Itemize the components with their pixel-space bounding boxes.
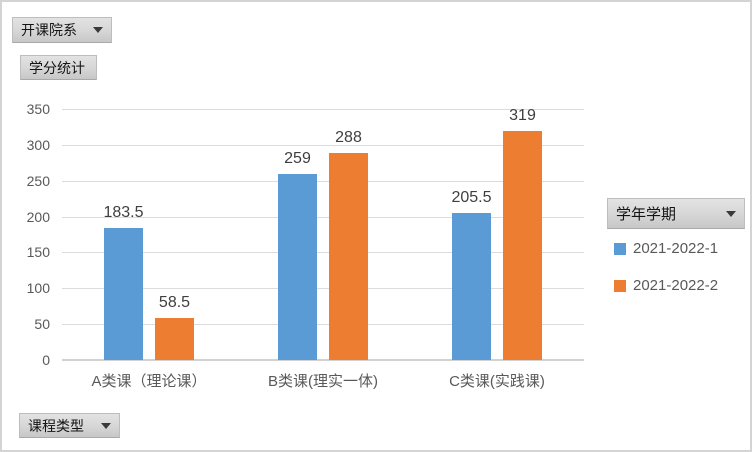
dropdown-arrow-icon <box>93 27 103 33</box>
bar-2021-2022-2[interactable] <box>503 131 542 360</box>
field-button-semester[interactable]: 学年学期 <box>607 198 745 229</box>
gridline <box>62 216 584 218</box>
x-axis-category-label: A类课（理论课） <box>91 373 207 390</box>
y-axis-tick-label: 50 <box>34 316 50 333</box>
bar-2021-2022-1[interactable] <box>104 228 143 360</box>
data-label: 288 <box>335 129 362 147</box>
bar-2021-2022-1[interactable] <box>278 174 317 360</box>
x-axis-category-label: B类课(理实一体) <box>268 373 378 390</box>
y-axis-tick-label: 150 <box>26 244 50 261</box>
bar-2021-2022-2[interactable] <box>155 318 194 360</box>
y-axis-tick-label: 300 <box>26 136 50 153</box>
data-label: 259 <box>284 150 311 168</box>
legend-item-2021-2022-2[interactable]: 2021-2022-2 <box>614 277 718 294</box>
y-axis-tick-label: 250 <box>26 172 50 189</box>
y-axis-tick-label: 200 <box>26 208 50 225</box>
field-button-course-type-label: 课程类型 <box>28 417 84 434</box>
field-button-department-label: 开课院系 <box>21 22 77 38</box>
legend-label: 2021-2022-2 <box>633 277 719 294</box>
field-button-semester-label: 学年学期 <box>616 206 677 223</box>
legend-label: 2021-2022-1 <box>633 240 719 257</box>
data-label: 183.5 <box>103 204 144 222</box>
data-label: 58.5 <box>158 294 191 312</box>
bar-2021-2022-2[interactable] <box>329 153 368 360</box>
bar-2021-2022-1[interactable] <box>452 212 491 360</box>
x-axis-category-label: C类课(实践课) <box>449 373 545 390</box>
y-axis-tick-label: 100 <box>26 280 50 297</box>
data-label: 205.5 <box>451 188 492 206</box>
field-button-values-label: 学分统计 <box>29 59 85 76</box>
gridline <box>62 324 584 326</box>
y-axis-tick-label: 350 <box>26 101 50 117</box>
data-label: 319 <box>509 107 536 125</box>
field-button-department[interactable]: 开课院系 <box>12 17 112 43</box>
gridline <box>62 109 584 110</box>
field-button-course-type[interactable]: 课程类型 <box>19 413 120 438</box>
legend-item-2021-2022-1[interactable]: 2021-2022-1 <box>614 240 718 257</box>
gridline <box>62 288 584 290</box>
gridline <box>62 144 584 146</box>
gridline <box>62 180 584 182</box>
field-button-values[interactable]: 学分统计 <box>20 55 97 80</box>
x-axis-line <box>62 359 584 361</box>
gridline <box>62 252 584 254</box>
legend-swatch-icon <box>614 242 626 255</box>
dropdown-arrow-icon <box>726 210 736 217</box>
legend-swatch-icon <box>614 279 626 292</box>
dropdown-arrow-icon <box>101 422 111 429</box>
y-axis-tick-label: 0 <box>42 352 50 368</box>
